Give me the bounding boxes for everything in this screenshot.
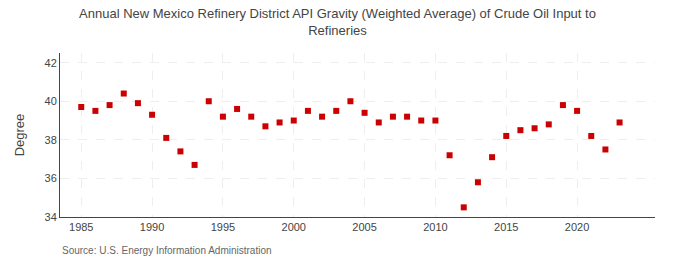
svg-text:2015: 2015 (494, 221, 518, 233)
svg-text:2020: 2020 (565, 221, 589, 233)
svg-text:38: 38 (45, 134, 57, 146)
svg-text:1990: 1990 (140, 221, 164, 233)
svg-text:2000: 2000 (282, 221, 306, 233)
svg-text:Degree: Degree (12, 114, 27, 157)
svg-text:34: 34 (45, 211, 57, 223)
svg-text:Source: U.S. Energy Informatio: Source: U.S. Energy Information Administ… (62, 245, 272, 256)
svg-text:2005: 2005 (352, 221, 376, 233)
svg-text:1995: 1995 (211, 221, 235, 233)
svg-text:42: 42 (45, 57, 57, 69)
svg-text:Annual New Mexico Refinery Dis: Annual New Mexico Refinery District API … (79, 6, 596, 38)
svg-text:2010: 2010 (423, 221, 447, 233)
svg-text:40: 40 (45, 95, 57, 107)
svg-text:36: 36 (45, 172, 57, 184)
svg-text:1985: 1985 (69, 221, 93, 233)
